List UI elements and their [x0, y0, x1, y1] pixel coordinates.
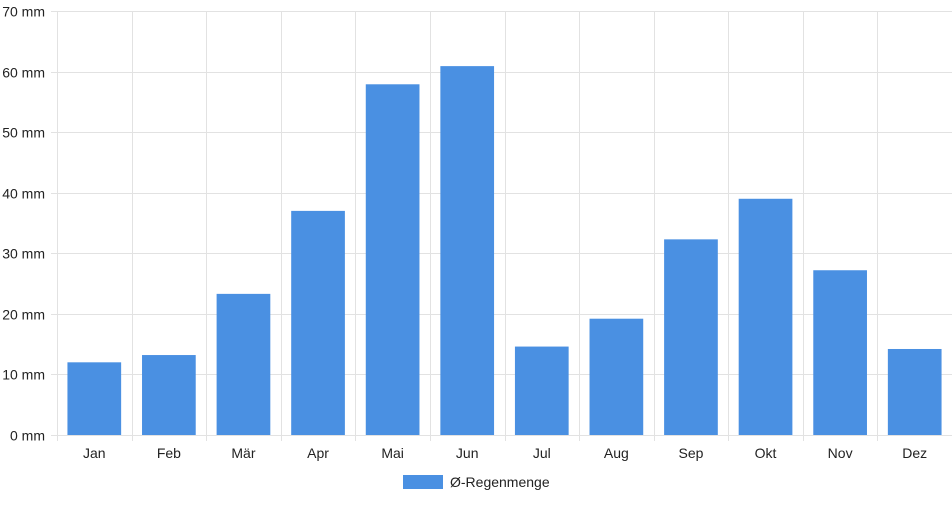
x-tick-label: Apr	[307, 445, 329, 461]
bars	[67, 66, 942, 436]
y-tick-label: 20 mm	[2, 307, 45, 323]
bar-okt[interactable]	[738, 198, 793, 435]
bar-nov[interactable]	[813, 270, 867, 435]
x-tick-label: Dez	[902, 445, 927, 461]
bar-mär[interactable]	[216, 293, 271, 435]
y-tick-label: 60 mm	[2, 65, 45, 81]
x-tick-label: Mär	[231, 445, 255, 461]
legend-swatch[interactable]	[403, 475, 443, 489]
x-tick-label: Jul	[533, 445, 551, 461]
y-tick-label: 10 mm	[2, 367, 45, 383]
y-tick-label: 50 mm	[2, 125, 45, 141]
legend[interactable]: Ø-Regenmenge	[403, 474, 550, 490]
x-tick-label: Aug	[604, 445, 629, 461]
x-tick-label: Jun	[456, 445, 479, 461]
x-tick-label: Mai	[381, 445, 404, 461]
y-tick-label: 70 mm	[2, 4, 45, 20]
bar-jun[interactable]	[440, 66, 495, 436]
y-tick-label: 40 mm	[2, 186, 45, 202]
bar-jul[interactable]	[514, 346, 569, 435]
x-tick-label: Okt	[755, 445, 777, 461]
bar-mai[interactable]	[365, 84, 420, 435]
bar-dez[interactable]	[887, 348, 942, 435]
x-tick-label: Feb	[157, 445, 181, 461]
axes: 0 mm 10 mm 20 mm 30 mm 40 mm 50 mm 60 mm 70 mm J…	[2, 4, 927, 462]
bar-jan[interactable]	[67, 362, 122, 435]
bar-sep[interactable]	[664, 239, 718, 435]
bar-aug[interactable]	[589, 318, 644, 435]
bar-feb[interactable]	[142, 355, 196, 435]
y-tick-label: 0 mm	[10, 428, 45, 444]
y-tick-label: 30 mm	[2, 246, 45, 262]
grid	[51, 11, 952, 441]
x-tick-label: Jan	[83, 445, 106, 461]
legend-label[interactable]: Ø-Regenmenge	[450, 474, 550, 490]
x-tick-label: Sep	[678, 445, 703, 461]
x-tick-label: Nov	[828, 445, 853, 461]
bar-apr[interactable]	[291, 210, 345, 435]
